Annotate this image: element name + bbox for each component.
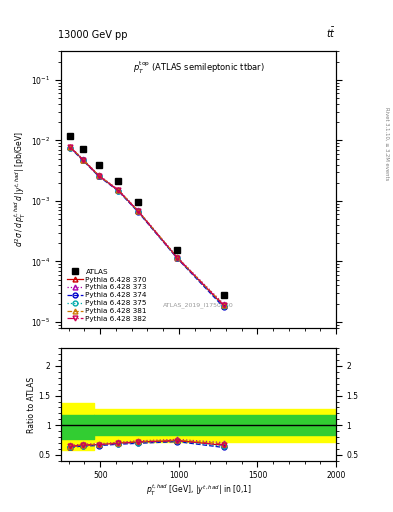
Pythia 6.428 370 [175,254,180,261]
Pythia 6.428 370 [81,157,85,163]
Pythia 6.428 381 [96,173,101,179]
ATLAS [68,133,73,139]
Pythia 6.428 375 [116,187,121,194]
Y-axis label: Ratio to ATLAS: Ratio to ATLAS [27,376,36,433]
Pythia 6.428 370 [136,208,140,214]
Pythia 6.428 381 [136,207,140,214]
ATLAS [81,146,85,152]
Line: Pythia 6.428 382: Pythia 6.428 382 [68,145,226,308]
Pythia 6.428 375 [221,303,226,309]
ATLAS [96,162,101,168]
Pythia 6.428 382 [221,302,226,308]
Pythia 6.428 370 [116,187,121,194]
Line: Pythia 6.428 375: Pythia 6.428 375 [68,145,226,309]
Y-axis label: $d^2\sigma\,/\,d\,p_T^{t,had}\,d\,|y^{t,had}|$ [pb/GeV]: $d^2\sigma\,/\,d\,p_T^{t,had}\,d\,|y^{t,… [13,132,28,247]
Line: Pythia 6.428 381: Pythia 6.428 381 [68,144,226,307]
ATLAS [221,292,226,298]
Legend: ATLAS, Pythia 6.428 370, Pythia 6.428 373, Pythia 6.428 374, Pythia 6.428 375, P: ATLAS, Pythia 6.428 370, Pythia 6.428 37… [64,267,149,324]
Pythia 6.428 374 [96,173,101,179]
Line: Pythia 6.428 373: Pythia 6.428 373 [68,144,226,306]
ATLAS [116,178,121,184]
Pythia 6.428 373 [136,207,140,214]
Pythia 6.428 375 [175,255,180,261]
Text: Rivet 3.1.10, ≥ 3.2M events: Rivet 3.1.10, ≥ 3.2M events [384,106,389,180]
Line: Pythia 6.428 374: Pythia 6.428 374 [68,145,226,310]
Line: ATLAS: ATLAS [67,133,227,298]
Pythia 6.428 382 [96,173,101,179]
Pythia 6.428 373 [68,143,73,150]
Pythia 6.428 381 [81,157,85,163]
Text: 13000 GeV pp: 13000 GeV pp [58,30,128,40]
Text: ATLAS_2019_I1750330: ATLAS_2019_I1750330 [163,303,234,308]
Text: $p_T^{\rm top}$ (ATLAS semileptonic ttbar): $p_T^{\rm top}$ (ATLAS semileptonic ttba… [132,59,264,76]
Line: Pythia 6.428 370: Pythia 6.428 370 [68,145,226,308]
Pythia 6.428 375 [68,144,73,151]
Pythia 6.428 381 [175,254,180,261]
Pythia 6.428 374 [221,304,226,310]
Pythia 6.428 375 [96,173,101,179]
Pythia 6.428 370 [68,144,73,151]
Pythia 6.428 374 [175,255,180,262]
Pythia 6.428 374 [136,209,140,215]
Pythia 6.428 375 [136,208,140,215]
Pythia 6.428 374 [68,145,73,151]
Pythia 6.428 382 [68,144,73,151]
Pythia 6.428 373 [221,301,226,307]
Pythia 6.428 381 [221,302,226,308]
Pythia 6.428 373 [116,187,121,193]
Pythia 6.428 382 [175,255,180,261]
Pythia 6.428 370 [96,173,101,179]
Pythia 6.428 382 [136,208,140,214]
Pythia 6.428 381 [68,144,73,150]
Pythia 6.428 375 [81,157,85,163]
Pythia 6.428 382 [116,187,121,194]
Text: $t\bar{t}$: $t\bar{t}$ [326,26,336,40]
Pythia 6.428 370 [221,303,226,309]
Pythia 6.428 374 [116,188,121,194]
X-axis label: $p_T^{t,had}$ [GeV], $|y^{t,had}|$ in [0,1]: $p_T^{t,had}$ [GeV], $|y^{t,had}|$ in [0… [145,483,252,499]
Pythia 6.428 374 [81,157,85,163]
Pythia 6.428 373 [81,156,85,162]
ATLAS [175,247,180,253]
Pythia 6.428 373 [175,254,180,260]
Pythia 6.428 373 [96,172,101,178]
Pythia 6.428 381 [116,187,121,193]
ATLAS [136,199,140,205]
Pythia 6.428 382 [81,157,85,163]
